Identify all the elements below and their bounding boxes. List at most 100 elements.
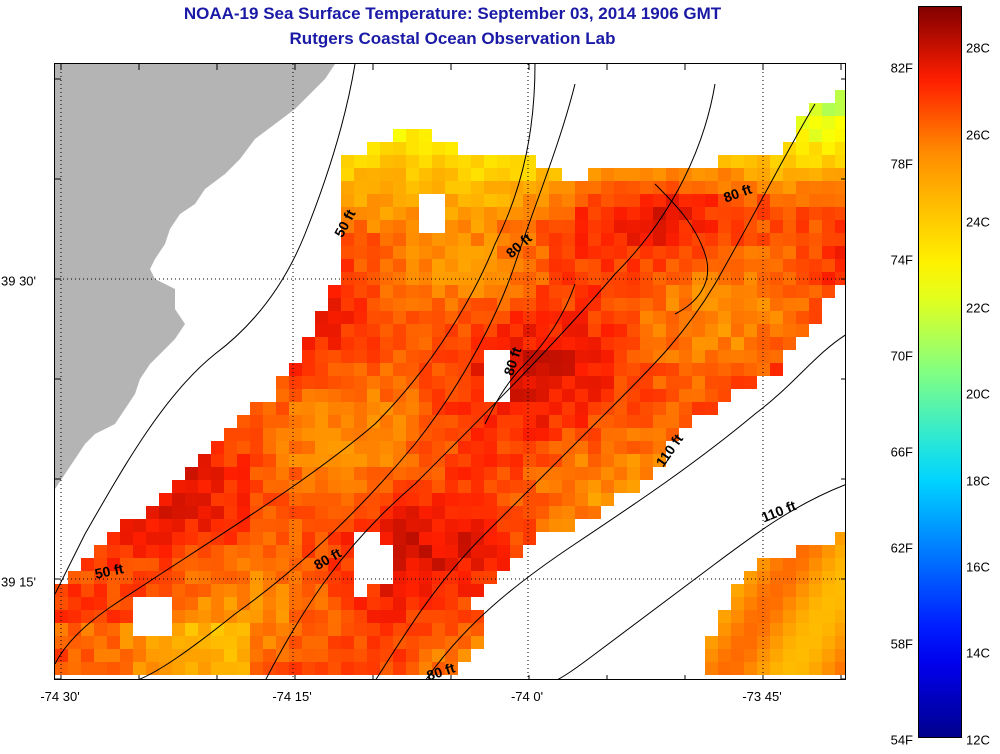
- sst-pixel: [471, 389, 484, 402]
- sst-pixel: [471, 220, 484, 233]
- sst-pixel: [744, 584, 757, 597]
- sst-pixel: [445, 194, 458, 207]
- sst-pixel: [692, 324, 705, 337]
- sst-pixel: [328, 428, 341, 441]
- sst-pixel: [289, 441, 302, 454]
- sst-pixel: [627, 467, 640, 480]
- sst-pixel: [289, 558, 302, 571]
- sst-pixel: [94, 571, 107, 584]
- sst-pixel: [536, 324, 549, 337]
- sst-pixel: [276, 480, 289, 493]
- sst-pixel: [614, 181, 627, 194]
- sst-pixel: [367, 493, 380, 506]
- sst-pixel: [276, 610, 289, 623]
- sst-pixel: [471, 402, 484, 415]
- sst-pixel: [575, 194, 588, 207]
- graticule: [55, 64, 845, 679]
- sst-pixel: [159, 519, 172, 532]
- sst-pixel: [159, 649, 172, 662]
- sst-pixel: [666, 272, 679, 285]
- map-subtitle: Rutgers Coastal Ocean Observation Lab: [289, 29, 616, 48]
- sst-pixel: [757, 259, 770, 272]
- sst-pixel: [809, 623, 822, 636]
- sst-pixel: [614, 298, 627, 311]
- sst-pixel: [497, 480, 510, 493]
- sst-pixel: [198, 467, 211, 480]
- sst-pixel: [302, 376, 315, 389]
- sst-pixel: [107, 558, 120, 571]
- sst-pixel: [822, 129, 835, 142]
- sst-pixel: [315, 636, 328, 649]
- sst-pixel: [536, 389, 549, 402]
- sst-pixel: [471, 194, 484, 207]
- sst-pixel: [549, 285, 562, 298]
- sst-pixel: [289, 493, 302, 506]
- sst-pixel: [367, 246, 380, 259]
- sst-pixel: [835, 220, 845, 233]
- sst-pixel: [575, 441, 588, 454]
- sst-pixel: [822, 168, 835, 181]
- sst-pixel: [302, 519, 315, 532]
- sst-pixel: [393, 142, 406, 155]
- sst-pixel: [757, 337, 770, 350]
- sst-pixel: [601, 480, 614, 493]
- sst-pixel: [458, 545, 471, 558]
- sst-pixel: [549, 467, 562, 480]
- sst-pixel: [575, 389, 588, 402]
- sst-pixel: [731, 623, 744, 636]
- sst-pixel: [679, 259, 692, 272]
- sst-pixel: [835, 597, 845, 610]
- sst-pixel: [783, 259, 796, 272]
- sst-pixel: [419, 376, 432, 389]
- sst-pixel: [419, 571, 432, 584]
- sst-pixel: [328, 610, 341, 623]
- sst-pixel: [367, 623, 380, 636]
- sst-pixel: [770, 246, 783, 259]
- sst-pixel: [640, 246, 653, 259]
- sst-pixel: [809, 103, 822, 116]
- sst-pixel: [536, 467, 549, 480]
- sst-pixel: [770, 350, 783, 363]
- sst-pixel: [510, 194, 523, 207]
- sst-pixel: [614, 337, 627, 350]
- sst-pixel: [224, 428, 237, 441]
- sst-pixel: [406, 311, 419, 324]
- sst-pixel: [172, 571, 185, 584]
- sst-pixel: [289, 636, 302, 649]
- sst-pixel: [835, 103, 845, 116]
- sst-pixel: [367, 584, 380, 597]
- sst-pixel: [406, 467, 419, 480]
- sst-pixel: [380, 597, 393, 610]
- sst-pixel: [263, 402, 276, 415]
- sst-pixel: [445, 506, 458, 519]
- sst-pixel: [809, 285, 822, 298]
- sst-pixel: [367, 324, 380, 337]
- sst-pixel: [588, 337, 601, 350]
- sst-pixel: [315, 389, 328, 402]
- sst-pixel: [185, 545, 198, 558]
- sst-pixel: [757, 207, 770, 220]
- sst-pixel: [315, 337, 328, 350]
- sst-pixel: [419, 324, 432, 337]
- sst-pixel: [601, 259, 614, 272]
- sst-pixel: [523, 402, 536, 415]
- sst-pixel: [406, 207, 419, 220]
- sst-pixel: [796, 168, 809, 181]
- sst-pixel: [185, 662, 198, 675]
- sst-pixel: [471, 454, 484, 467]
- sst-pixel: [588, 467, 601, 480]
- sst-pixel: [601, 168, 614, 181]
- sst-pixel: [380, 324, 393, 337]
- sst-pixel: [81, 610, 94, 623]
- sst-pixel: [302, 584, 315, 597]
- sst-pixel: [510, 402, 523, 415]
- sst-pixel: [380, 272, 393, 285]
- x-tick-label-74-00: -74 0': [510, 689, 544, 704]
- sst-pixel: [120, 571, 133, 584]
- sst-pixel: [640, 376, 653, 389]
- sst-pixel: [224, 558, 237, 571]
- sst-pixel: [510, 480, 523, 493]
- sst-pixel: [211, 610, 224, 623]
- sst-pixel: [315, 428, 328, 441]
- sst-pixel: [432, 246, 445, 259]
